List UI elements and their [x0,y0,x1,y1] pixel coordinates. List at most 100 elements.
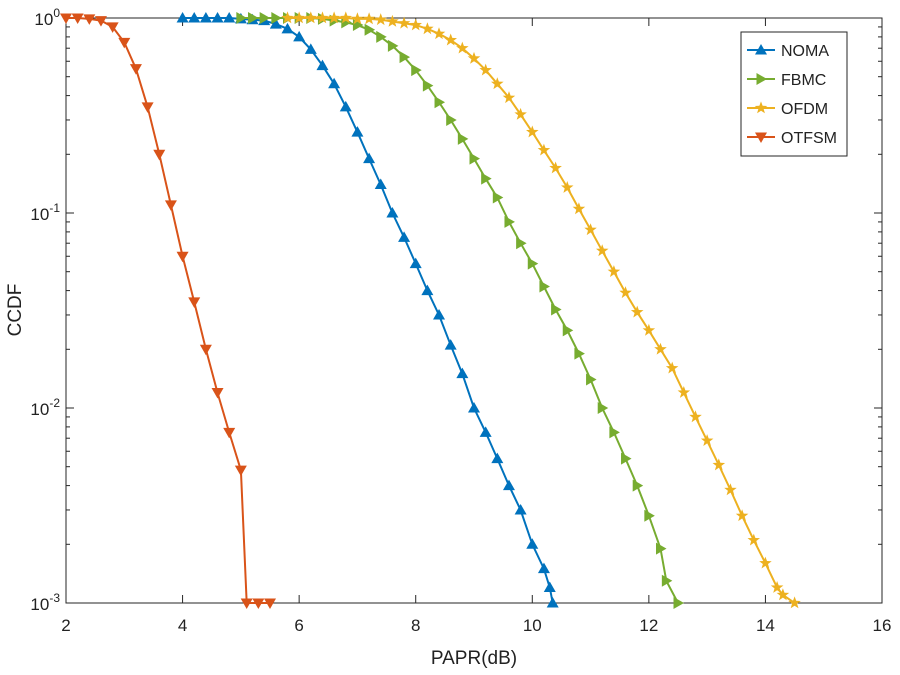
legend-marker [755,132,767,143]
data-point [642,323,656,336]
data-point [328,77,341,89]
data-point [188,297,201,308]
legend-label: NOMA [781,43,829,60]
data-point [421,22,434,35]
legend-marker [754,101,768,114]
data-point [479,63,492,76]
data-point [269,18,282,29]
data-point [479,426,492,437]
data-point [632,479,644,492]
data-point [304,43,317,54]
data-point [561,181,574,193]
data-point [327,11,341,24]
data-point [456,41,469,54]
data-point [656,542,667,555]
data-point [398,231,411,242]
y-tick-label: 10-2 [30,396,60,419]
x-tick-label: 14 [756,616,775,635]
legend-item: OFDM [747,101,828,118]
data-point [141,102,154,113]
data-point [665,361,679,374]
data-point [654,342,667,355]
data-point [712,458,726,471]
data-point [364,23,376,36]
data-point [596,244,609,257]
data-point [673,597,684,609]
data-point [527,257,539,270]
y-tick-label: 10-1 [30,201,60,224]
data-point [492,191,504,204]
data-point [199,12,212,23]
data-point [83,14,96,25]
legend-item: NOMA [747,43,829,60]
data-point [444,339,457,350]
data-point [71,13,84,24]
data-point [397,16,411,29]
data-point [339,100,352,112]
data-point [597,402,609,414]
legend-item: FBMC [747,72,826,89]
data-point [481,172,492,185]
data-point [316,59,329,71]
data-point [502,91,516,104]
data-point [574,347,585,360]
legend-label: FBMC [781,72,826,89]
data-point [607,265,621,277]
data-point [788,596,801,609]
data-point [770,581,784,593]
data-point [374,13,387,26]
data-point [281,11,294,24]
data-point [537,562,550,574]
data-point [387,39,399,52]
data-point [457,132,469,145]
y-tick-label: 10-3 [30,591,60,614]
legend-marker [755,44,767,55]
data-point [399,51,411,64]
data-point [539,280,550,293]
data-point [432,27,446,40]
data-point [223,427,236,439]
data-point [677,386,691,398]
x-axis-label: PAPR(dB) [431,648,517,669]
x-tick-label: 10 [523,616,542,635]
data-point [236,12,247,24]
data-point [363,152,376,164]
x-tick-label: 6 [294,616,303,635]
data-point [630,305,644,318]
data-point [735,509,749,522]
data-point [164,200,177,211]
data-point [153,149,166,161]
data-point [444,33,457,46]
data-point [409,18,422,31]
data-point [374,178,387,190]
data-point [411,64,422,77]
data-point [433,308,446,320]
data-point [526,125,539,138]
data-point [644,509,655,522]
series-ofdm [281,11,801,609]
series-line [182,17,554,604]
data-point [316,11,329,24]
data-point [609,426,620,439]
data-point [304,11,318,24]
data-point [543,581,556,593]
data-point [223,12,236,23]
data-point [188,12,201,23]
data-point [176,12,189,23]
data-point [351,126,364,137]
data-point [537,143,551,156]
data-point [386,207,399,218]
data-point [516,237,527,250]
data-point [546,597,559,608]
data-point [747,533,760,546]
legend-label: OTFSM [781,130,837,147]
data-point [724,483,737,496]
data-point [619,286,632,299]
data-point [129,64,142,75]
data-point [434,96,446,109]
x-tick-label: 12 [639,616,658,635]
data-point [621,452,632,465]
data-point [351,12,364,25]
data-point [176,251,189,263]
data-point [491,77,504,90]
